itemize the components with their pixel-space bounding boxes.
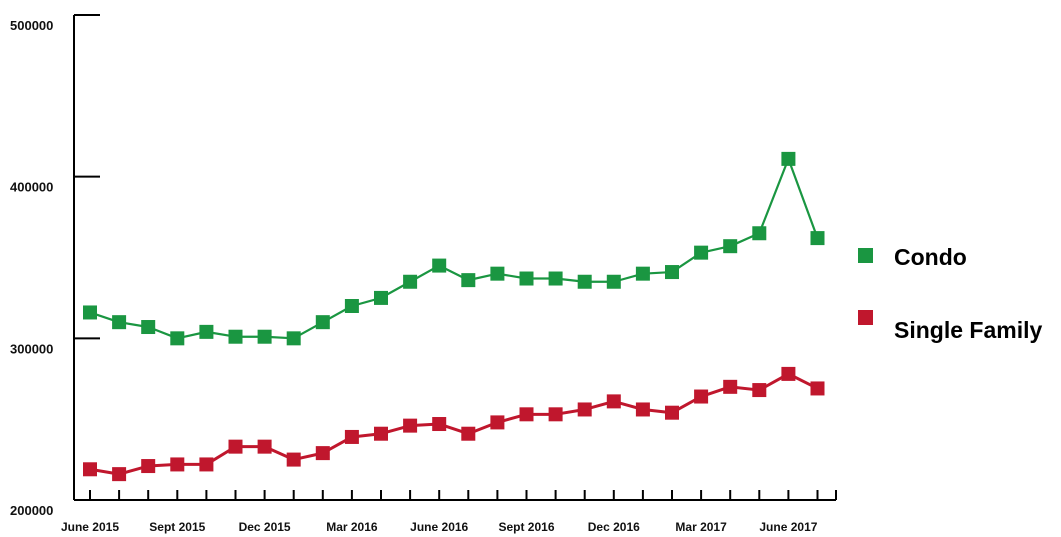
- data-point: [752, 383, 767, 398]
- series-single-family: [83, 366, 825, 482]
- data-point: [461, 426, 476, 441]
- series-condo: [83, 151, 825, 346]
- data-point: [665, 405, 679, 420]
- data-point: [315, 446, 330, 461]
- data-point: [403, 418, 418, 433]
- data-point: [519, 407, 534, 422]
- data-point: [374, 426, 388, 441]
- data-point: [257, 439, 272, 454]
- data-point: [781, 366, 796, 381]
- x-tick-label: Sept 2015: [149, 520, 205, 534]
- data-point: [723, 239, 738, 254]
- data-point: [344, 429, 359, 444]
- data-point: [344, 299, 359, 313]
- data-point: [548, 407, 563, 422]
- data-point: [112, 467, 127, 482]
- data-point: [228, 329, 243, 344]
- data-point: [199, 324, 214, 339]
- x-tick-label: June 2016: [410, 520, 468, 534]
- x-tick-label: Mar 2016: [326, 520, 378, 534]
- legend-swatch: [858, 310, 873, 325]
- x-tick-label: Mar 2017: [675, 520, 727, 534]
- data-point: [112, 315, 127, 330]
- data-point: [490, 266, 505, 281]
- data-point: [83, 462, 97, 477]
- data-point: [548, 271, 563, 286]
- legend-swatch: [858, 248, 873, 263]
- data-point: [606, 274, 621, 289]
- data-point: [606, 394, 621, 409]
- data-point: [810, 231, 825, 246]
- x-tick-label: June 2015: [61, 520, 119, 534]
- data-point: [432, 258, 447, 273]
- data-point: [810, 381, 825, 396]
- data-point: [635, 266, 650, 281]
- data-point: [83, 305, 97, 320]
- data-point: [257, 329, 272, 344]
- data-point: [170, 457, 185, 472]
- x-tick-label: Dec 2015: [239, 520, 291, 534]
- data-point: [490, 415, 505, 430]
- data-point: [665, 265, 679, 280]
- legend-label: Condo: [894, 244, 967, 270]
- data-point: [752, 226, 767, 241]
- data-point: [374, 290, 388, 305]
- data-point: [286, 452, 301, 467]
- data-point: [461, 273, 476, 288]
- data-point: [694, 245, 709, 260]
- x-tick-label: Dec 2016: [588, 520, 640, 534]
- data-point: [141, 459, 156, 474]
- data-point: [519, 271, 534, 286]
- data-point: [403, 274, 418, 289]
- data-point: [286, 331, 301, 346]
- x-tick-label: Sept 2016: [498, 520, 554, 534]
- y-tick-label: 500000: [10, 18, 53, 33]
- y-tick-label: 300000: [10, 341, 53, 356]
- data-point: [635, 402, 650, 417]
- y-tick-label: 200000: [10, 503, 53, 518]
- data-point: [141, 320, 156, 335]
- data-point: [199, 457, 214, 472]
- axes: 500000 400000 300000 200000 June 2015 Sept 20…: [10, 14, 837, 534]
- data-point: [723, 379, 738, 394]
- x-tick-label: June 2017: [759, 520, 817, 534]
- data-point: [228, 439, 243, 454]
- series-line: [89, 372, 819, 476]
- legend: Condo Single Family: [858, 244, 1042, 343]
- series-line: [89, 157, 819, 340]
- data-point: [432, 417, 447, 432]
- y-tick-label: 400000: [10, 180, 53, 195]
- data-point: [170, 331, 185, 346]
- data-point: [577, 274, 592, 289]
- legend-label: Single Family: [894, 317, 1042, 343]
- data-point: [694, 389, 709, 404]
- data-point: [577, 402, 592, 417]
- data-point: [315, 315, 330, 330]
- data-point: [781, 151, 796, 166]
- series-layer: [83, 151, 825, 482]
